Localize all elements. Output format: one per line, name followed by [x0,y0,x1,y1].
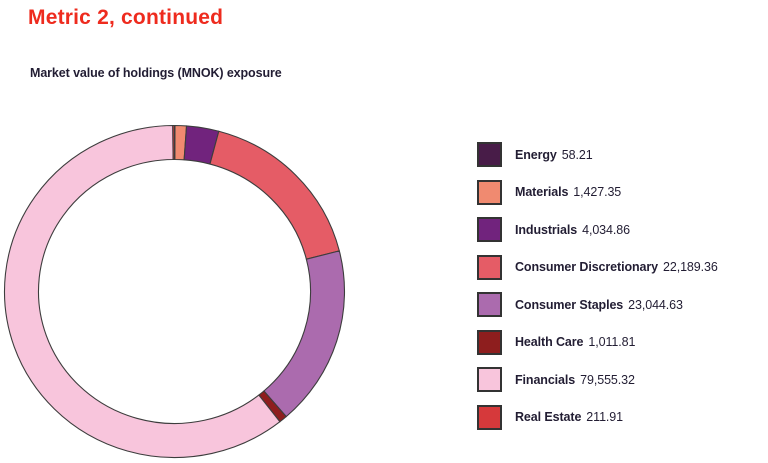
legend: Energy 58.21 Materials 1,427.35 Industri… [477,142,718,430]
donut-segment-consumer-discretionary [209,130,340,260]
legend-value: 23,044.63 [628,297,683,312]
legend-swatch [477,292,502,317]
donut-segment-real-estate [172,124,176,161]
legend-item: Materials 1,427.35 [477,179,718,205]
chart-title: Market value of holdings (MNOK) exposure [30,66,282,80]
donut-chart [3,124,346,458]
page-title: Metric 2, continued [28,6,224,29]
legend-value: 79,555.32 [580,372,635,387]
legend-label: Health Care [515,335,584,349]
legend-label: Financials [515,372,576,387]
legend-item: Real Estate 211.91 [477,404,718,430]
legend-item: Consumer Discretionary 22,189.36 [477,254,718,280]
legend-swatch [477,217,502,242]
legend-value: 58.21 [561,147,593,162]
legend-value: 1,427.35 [573,185,622,199]
legend-label: Consumer Discretionary [515,260,658,274]
legend-item: Consumer Staples 23,044.63 [477,292,718,317]
legend-swatch [477,142,502,167]
legend-value: 4,034.86 [582,222,630,237]
donut-segment-financials [3,124,281,458]
legend-item: Health Care 1,011.81 [477,329,718,355]
legend-label: Industrials [515,222,578,237]
legend-swatch [477,367,502,392]
donut-segment-consumer-staples [263,250,346,418]
legend-label: Consumer Staples [515,297,624,312]
legend-value: 211.91 [586,410,624,424]
legend-swatch [477,179,502,205]
legend-swatch [477,329,502,355]
legend-label: Real Estate [515,410,582,424]
legend-value: 22,189.36 [663,260,718,274]
legend-label: Materials [515,185,569,199]
legend-label: Energy [515,147,557,162]
legend-value: 1,011.81 [588,335,636,349]
legend-item: Industrials 4,034.86 [477,217,718,242]
legend-swatch [477,254,502,280]
legend-item: Energy 58.21 [477,142,718,167]
legend-item: Financials 79,555.32 [477,367,718,392]
legend-swatch [477,404,502,430]
